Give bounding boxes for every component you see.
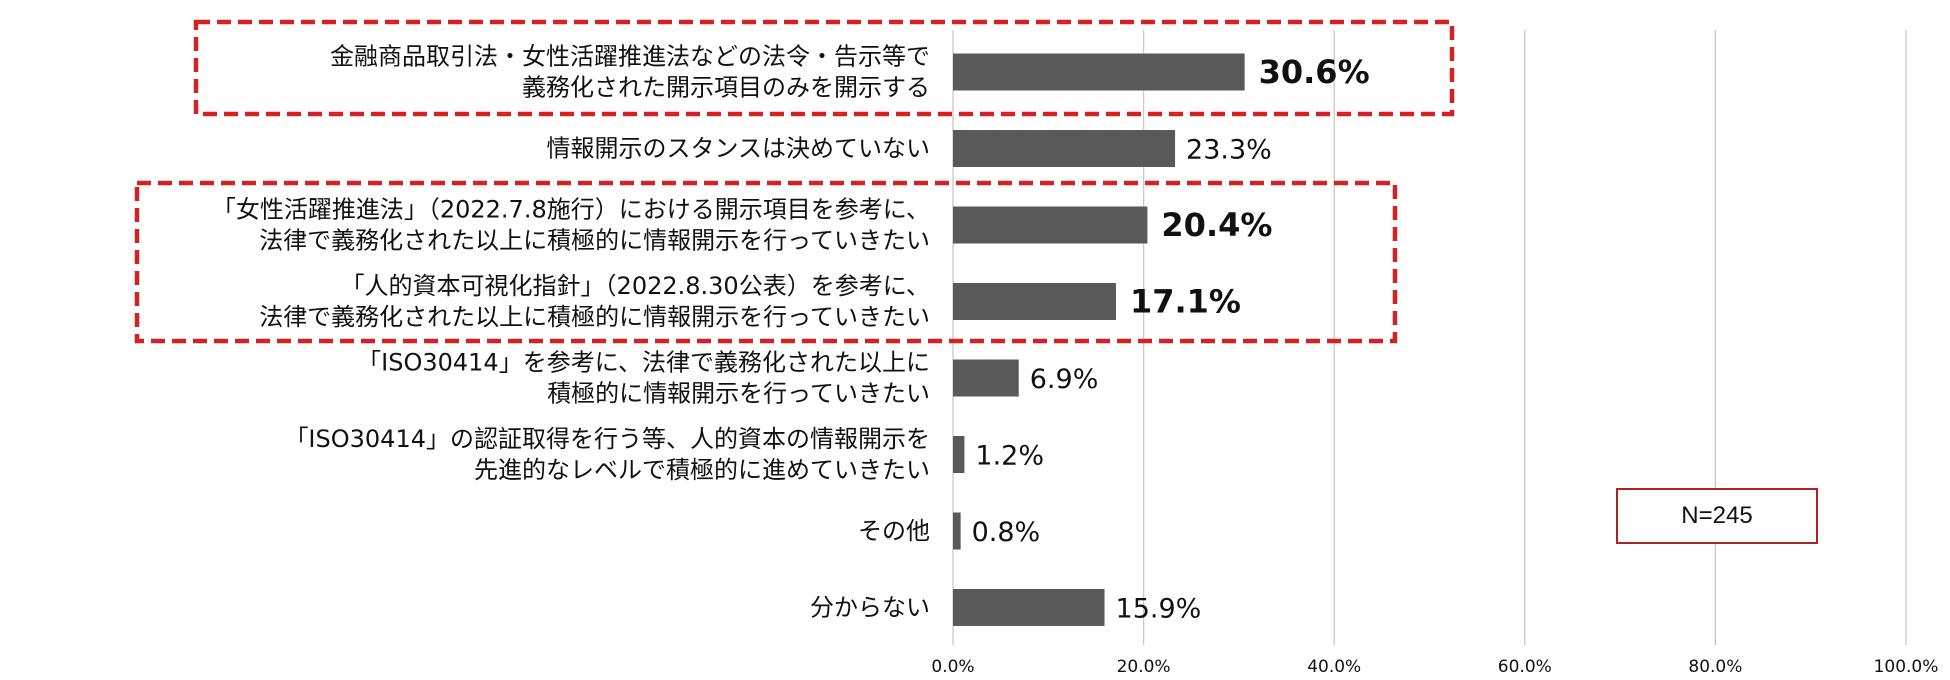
category-label: 分からない [810,594,930,622]
x-tick-label: 60.0% [1498,657,1552,677]
data-label: 0.8% [972,517,1041,548]
data-label: 17.1% [1130,283,1241,321]
bar [953,130,1176,167]
data-label: 20.4% [1161,206,1272,244]
bar [953,512,961,550]
category-label: 先進的なレベルで積極的に進めていきたい [474,456,930,484]
category-label: 法律で義務化された以上に積極的に情報開示を行っていきたい [259,303,930,331]
bar [953,359,1019,397]
category-label: 「ISO30414」を参考に、法律で義務化された以上に [357,349,930,377]
category-label: 情報開示のスタンスは決めていない [546,135,930,163]
x-tick-label: 20.0% [1117,657,1171,677]
bar [953,53,1245,91]
data-label: 15.9% [1116,594,1202,625]
data-label: 30.6% [1259,53,1370,91]
bar [953,206,1148,244]
data-label: 1.2% [975,441,1044,472]
x-tick-label: 0.0% [931,657,974,677]
bar [953,589,1105,626]
highlight-box [134,180,1398,344]
x-tick-label: 40.0% [1307,657,1361,677]
x-tick-label: 80.0% [1688,657,1742,677]
data-label: 23.3% [1186,135,1272,166]
category-label: 金融商品取引法・女性活躍推進法などの法令・告示等で [330,43,930,71]
category-label: その他 [858,517,930,545]
x-tick-label: 100.0% [1874,657,1939,677]
highlight-box [193,19,1455,117]
sample-size-box: N=245 [1616,488,1818,544]
category-label: 「女性活躍推進法」（2022.7.8施行）における開示項目を参考に、 [212,196,930,224]
category-label: 義務化された開示項目のみを開示する [522,74,930,102]
bar [953,436,965,473]
data-label: 6.9% [1030,364,1099,395]
category-label: 積極的に情報開示を行っていきたい [547,380,930,408]
bar [953,283,1116,320]
sample-size-label: N=245 [1681,502,1753,529]
category-label: 「人的資本可視化指針」（2022.8.30公表）を参考に、 [341,272,930,300]
category-label: 「ISO30414」の認証取得を行う等、人的資本の情報開示を [284,425,930,453]
category-label: 法律で義務化された以上に積極的に情報開示を行っていきたい [259,227,930,255]
